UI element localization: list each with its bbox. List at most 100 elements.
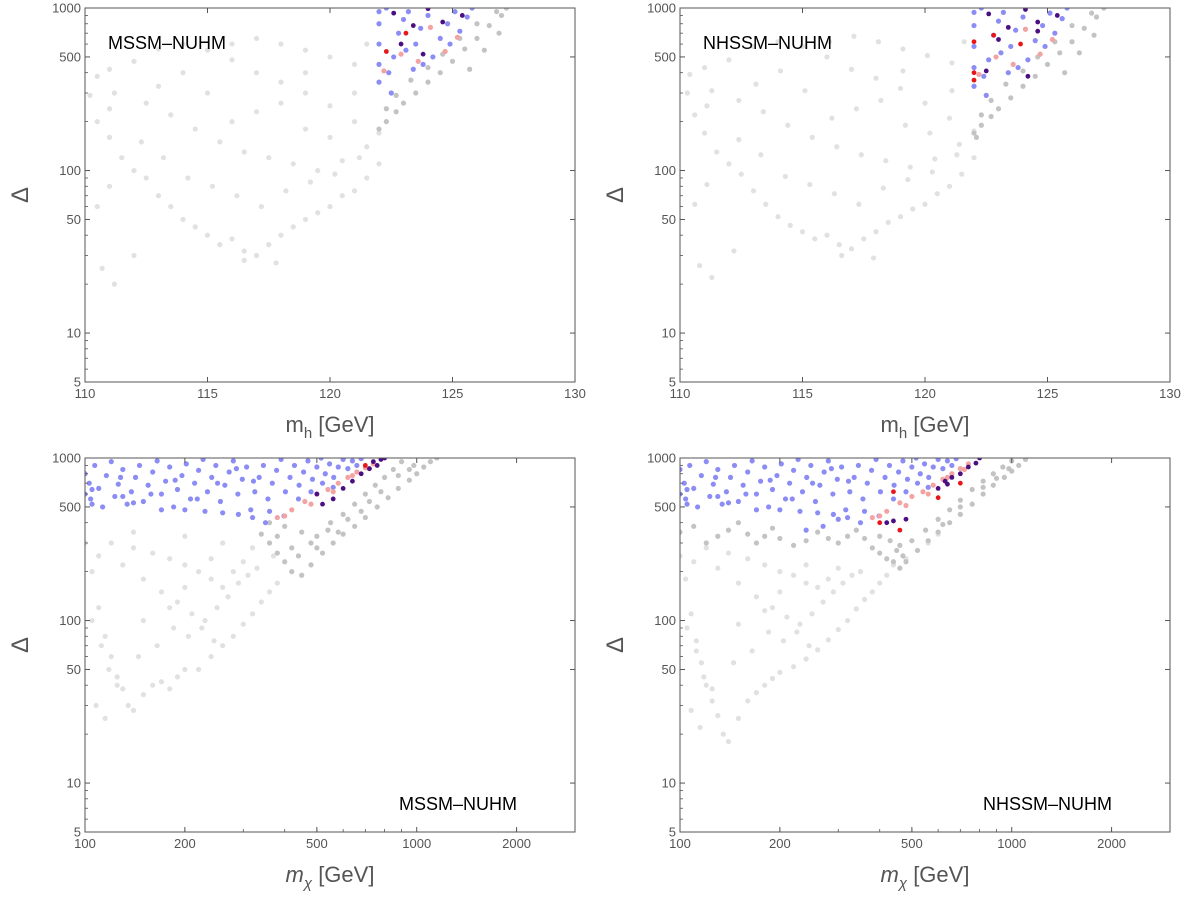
point-excluded_dark-19 <box>869 545 875 551</box>
point-excluded_light-20 <box>249 611 256 617</box>
point-excluded_dark-9 <box>1069 39 1075 45</box>
point-excluded_dark-1 <box>266 540 273 546</box>
point-excluded_dark-17 <box>1020 68 1026 74</box>
point-blue-34 <box>217 498 224 505</box>
point-blue-6 <box>695 504 701 510</box>
point-purple-1 <box>410 23 416 28</box>
point-pink-3 <box>1022 26 1029 32</box>
point-excluded_light-79 <box>905 176 911 183</box>
point-excluded_light-80 <box>332 171 338 177</box>
point-excluded_light-23 <box>274 580 280 586</box>
point-excluded_dark-24 <box>328 520 334 526</box>
point-purple-9 <box>378 458 384 462</box>
point-excluded_light-37 <box>94 73 100 79</box>
point-excluded_light-27 <box>691 559 697 565</box>
point-blue-27 <box>187 496 194 502</box>
point-blue-86 <box>830 511 836 517</box>
point-blue-87 <box>844 514 851 521</box>
point-blue-72 <box>214 480 221 486</box>
point-excluded_light-62 <box>735 621 742 627</box>
point-excluded_light-11 <box>812 236 818 242</box>
point-excluded_light-4 <box>698 660 704 666</box>
point-red-4 <box>1018 41 1023 47</box>
point-blue-15 <box>445 21 451 27</box>
point-excluded_light-81 <box>356 155 362 161</box>
point-blue-53 <box>896 469 902 475</box>
point-excluded_light-7 <box>763 201 769 207</box>
point-excluded_light-50 <box>102 715 108 721</box>
point-excluded_dark-7 <box>753 540 760 546</box>
point-excluded_light-8 <box>720 731 726 737</box>
point-blue-4 <box>687 462 693 469</box>
point-pink-4 <box>325 486 331 493</box>
point-excluded_light-57 <box>749 648 755 654</box>
y-tick-label: 1000 <box>52 451 81 466</box>
point-blue-20 <box>420 61 426 67</box>
point-blue-78 <box>308 489 314 495</box>
point-excluded_dark-17 <box>421 464 427 470</box>
point-blue-23 <box>388 90 394 96</box>
point-red-2 <box>971 77 977 83</box>
point-pink-10 <box>877 513 883 519</box>
point-excluded_dark-8 <box>330 540 336 546</box>
point-blue-37 <box>230 458 236 464</box>
point-blue-11 <box>418 25 424 31</box>
point-excluded_light-63 <box>182 533 188 539</box>
point-excluded_light-71 <box>704 181 710 188</box>
point-blue-32 <box>804 474 810 480</box>
point-excluded_dark-30 <box>969 501 975 507</box>
series-purple <box>983 8 1060 79</box>
point-blue-5 <box>981 73 987 79</box>
point-excluded_light-44 <box>858 152 864 158</box>
x-tick-label: 500 <box>306 836 328 851</box>
plot-frame <box>84 457 576 833</box>
point-blue-58 <box>917 471 923 477</box>
point-blue-38 <box>235 491 241 497</box>
series-pink <box>869 461 971 521</box>
point-excluded_light-31 <box>824 54 830 60</box>
point-excluded_light-20 <box>327 203 333 210</box>
point-blue-43 <box>851 474 857 480</box>
point-excluded_dark-35 <box>1016 462 1022 469</box>
point-purple-7 <box>370 459 376 465</box>
point-excluded_light-28 <box>897 85 904 92</box>
point-excluded_dark-2 <box>703 540 709 546</box>
point-blue-3 <box>89 501 95 507</box>
point-blue-0 <box>376 79 382 85</box>
point-blue-88 <box>857 520 864 526</box>
point-excluded_light-70 <box>94 203 100 210</box>
point-excluded_dark-7 <box>319 550 326 556</box>
point-blue-13 <box>128 489 134 495</box>
point-purple-1 <box>320 501 325 507</box>
point-pink-11 <box>903 502 909 509</box>
point-blue-52 <box>296 482 302 488</box>
point-excluded_light-6 <box>709 698 715 704</box>
point-excluded_dark-6 <box>1032 73 1038 79</box>
point-excluded_light-40 <box>760 109 766 115</box>
point-excluded_light-48 <box>364 144 370 150</box>
point-excluded_light-9 <box>725 738 732 745</box>
point-blue-47 <box>273 467 280 473</box>
y-tick-label: 500 <box>59 49 81 64</box>
point-excluded_dark-5 <box>1020 83 1026 89</box>
point-excluded_dark-6 <box>437 70 443 76</box>
point-excluded_dark-23 <box>496 30 502 36</box>
point-excluded_light-38 <box>709 88 715 94</box>
point-blue-12 <box>1020 14 1026 20</box>
point-excluded_dark-12 <box>503 8 509 11</box>
point-excluded_dark-55 <box>993 475 1000 481</box>
point-excluded_light-1 <box>89 569 95 575</box>
point-blue-15 <box>136 462 143 469</box>
point-pink-4 <box>1037 51 1043 57</box>
point-blue-44 <box>855 462 862 469</box>
point-red-1 <box>403 30 409 36</box>
model-label: MSSM–NUHM <box>399 794 517 814</box>
point-excluded_light-9 <box>192 224 198 230</box>
point-excluded_light-19 <box>825 637 831 643</box>
point-excluded_light-32 <box>799 43 806 50</box>
point-purple-2 <box>425 8 431 12</box>
series-red <box>877 480 963 533</box>
point-excluded_dark-7 <box>1044 61 1051 67</box>
point-excluded_light-46 <box>907 164 913 170</box>
point-blue-28 <box>787 480 793 486</box>
